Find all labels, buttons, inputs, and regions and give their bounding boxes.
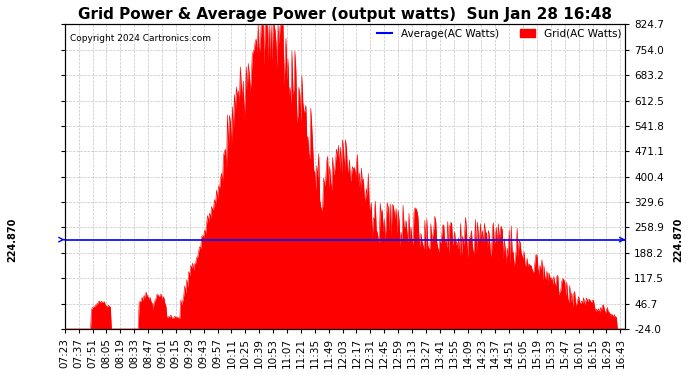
Text: 224.870: 224.870 — [7, 217, 17, 262]
Text: 224.870: 224.870 — [673, 217, 683, 262]
Title: Grid Power & Average Power (output watts)  Sun Jan 28 16:48: Grid Power & Average Power (output watts… — [78, 7, 612, 22]
Legend: Average(AC Watts), Grid(AC Watts): Average(AC Watts), Grid(AC Watts) — [373, 24, 625, 43]
Text: Copyright 2024 Cartronics.com: Copyright 2024 Cartronics.com — [70, 34, 211, 43]
